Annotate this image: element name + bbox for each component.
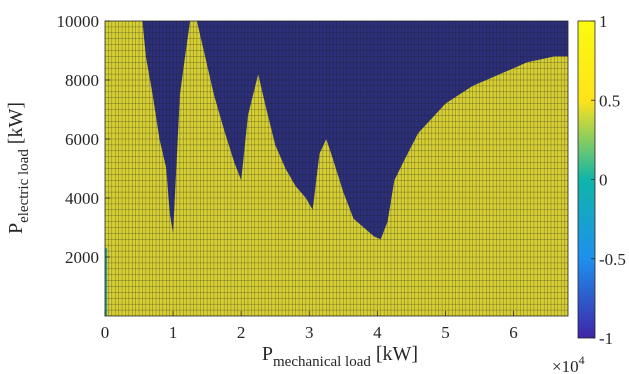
plot-area	[104, 20, 569, 317]
x-axis-title: Pmechanical load [kW]	[262, 343, 418, 370]
x-tick-label: 2	[237, 323, 246, 342]
cell-grid	[105, 21, 568, 316]
plot-frame	[104, 20, 569, 317]
y-axis-title: Pelectric load [kW]	[5, 102, 32, 234]
x-tick-label: 1	[169, 323, 178, 342]
x-tick-label: 6	[509, 323, 518, 342]
colorbar-tick-label: -1	[599, 329, 613, 348]
y-axis-title-subscript: electric load	[16, 149, 32, 223]
x-axis-exponent-power: 4	[579, 353, 585, 367]
x-axis-title-main: P	[262, 343, 273, 365]
x-tick-label: 5	[441, 323, 450, 342]
x-tick-label: 4	[373, 323, 382, 342]
x-axis-title-unit: [kW]	[371, 343, 418, 365]
colorbar-tick-label: 0	[599, 171, 608, 190]
y-tick-label: 2000	[65, 248, 99, 267]
x-axis-exponent-base: ×10	[552, 357, 579, 374]
x-tick-label: 3	[305, 323, 314, 342]
colorbar-tick-label: -0.5	[599, 250, 626, 269]
y-tick-label: 6000	[65, 130, 99, 149]
edge-strip	[105, 248, 107, 316]
y-tick-label: 10000	[57, 12, 100, 31]
x-axis-exponent: ×104	[552, 353, 585, 374]
colorbar-tick-label: 1	[599, 12, 608, 31]
x-axis-ticks: 0 1 2 3 4 5 6	[101, 311, 518, 342]
x-axis-title-subscript: mechanical load	[273, 354, 371, 370]
y-axis-title-unit: [kW]	[5, 102, 27, 149]
y-tick-label: 8000	[65, 71, 99, 90]
y-axis-ticks: 2000 4000 6000 8000 10000	[57, 12, 110, 267]
colorbar: 1 0.5 0 -0.5 -1	[577, 12, 626, 348]
colorbar-tick-label: 0.5	[599, 91, 620, 110]
cell-grid-lines	[105, 21, 568, 316]
y-axis-title-main: P	[5, 223, 27, 234]
y-tick-label: 4000	[65, 189, 99, 208]
x-tick-label: 0	[101, 323, 110, 342]
